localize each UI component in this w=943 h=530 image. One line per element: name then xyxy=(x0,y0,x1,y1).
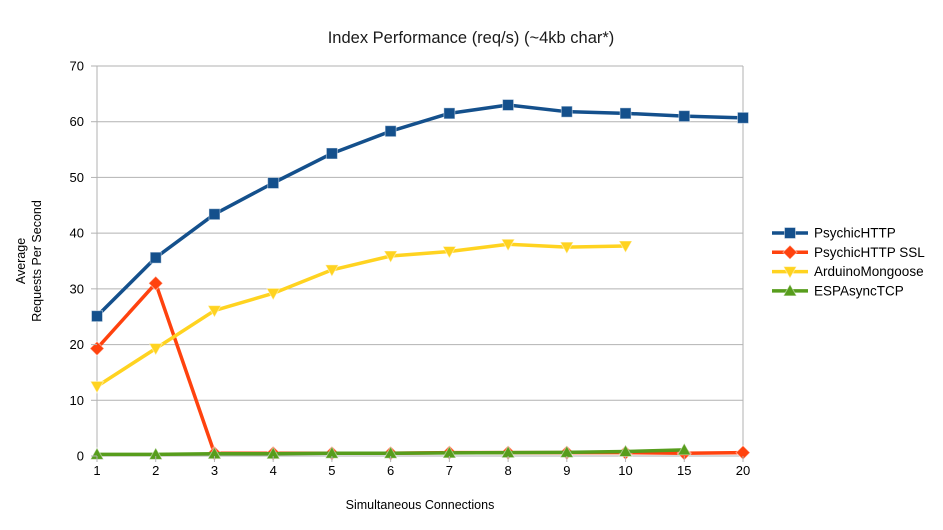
marker-arduinomongoose-x5 xyxy=(324,264,340,278)
legend-item-arduinomongoose: ArduinoMongoose xyxy=(772,264,924,280)
legend-label-arduinomongoose: ArduinoMongoose xyxy=(814,264,924,279)
x-tick-label-10: 10 xyxy=(618,463,632,478)
legend-label-espasynctcp: ESPAsyncTCP xyxy=(814,283,904,298)
legend-marker-psychichttp-ssl xyxy=(782,244,798,261)
x-tick-label-9: 9 xyxy=(563,463,570,478)
marker-psychichttp-x1 xyxy=(91,310,103,323)
series-line-psychichttp-ssl xyxy=(95,281,744,455)
marker-psychichttp-x3 xyxy=(208,208,221,221)
marker-arduinomongoose-x7 xyxy=(442,246,457,260)
marker-arduinomongoose-x4 xyxy=(265,287,281,301)
marker-arduinomongoose-x10 xyxy=(618,240,633,254)
x-axis-label: Simultaneous Connections xyxy=(346,498,495,512)
y-tick-label-70: 70 xyxy=(70,59,84,74)
marker-arduinomongoose-x9 xyxy=(559,241,575,255)
marker-psychichttp-x15 xyxy=(678,110,691,123)
x-tick-label-6: 6 xyxy=(387,463,394,478)
x-tick-label-1: 1 xyxy=(93,463,100,478)
x-tick-label-20: 20 xyxy=(736,463,750,478)
x-tick-label-7: 7 xyxy=(446,463,453,478)
marker-psychichttp-x9 xyxy=(560,105,573,118)
legend-item-psychichttp: PsychicHTTP xyxy=(772,226,896,241)
y-tick-label-60: 60 xyxy=(70,114,84,129)
marker-arduinomongoose-x8 xyxy=(500,238,516,252)
legend-item-psychichttp-ssl: PsychicHTTP SSL xyxy=(772,244,925,261)
marker-arduinomongoose-x2 xyxy=(148,342,164,356)
legend-label-psychichttp: PsychicHTTP xyxy=(814,226,896,241)
legend: PsychicHTTP PsychicHTTP SSL ArduinoMongoos… xyxy=(772,226,925,298)
y-tick-label-10: 10 xyxy=(70,393,84,408)
marker-psychichttp-ssl-x2 xyxy=(148,275,164,291)
y-tick-label-30: 30 xyxy=(70,281,84,296)
y-tick-label-0: 0 xyxy=(77,449,84,464)
x-tick-label-2: 2 xyxy=(152,463,159,478)
grid-layer xyxy=(96,65,744,462)
x-tick-label-3: 3 xyxy=(211,463,218,478)
legend-item-espasynctcp: ESPAsyncTCP xyxy=(772,283,904,298)
y-tick-label-50: 50 xyxy=(70,170,84,185)
y-tick-label-20: 20 xyxy=(70,337,84,352)
marker-psychichttp-x10 xyxy=(619,107,632,120)
legend-marker-espasynctcp xyxy=(782,283,798,297)
marker-arduinomongoose-x6 xyxy=(383,250,398,264)
legend-label-psychichttp-ssl: PsychicHTTP SSL xyxy=(814,245,925,260)
series-line-arduinomongoose xyxy=(96,242,626,388)
y-axis-label-line2: Requests Per Second xyxy=(30,200,44,322)
legend-marker-arduinomongoose xyxy=(782,266,798,280)
x-tick-label-4: 4 xyxy=(270,463,277,478)
marker-psychichttp-x8 xyxy=(502,99,515,111)
marker-arduinomongoose-x1 xyxy=(89,380,105,394)
marker-psychichttp-x4 xyxy=(267,177,280,189)
chart-title: Index Performance (req/s) (~4kb char*) xyxy=(328,29,615,47)
marker-espasynctcp-x15 xyxy=(676,442,692,456)
series-layer xyxy=(89,99,751,461)
y-axis-label-line1: Average xyxy=(14,238,28,284)
y-tick-label-40: 40 xyxy=(70,226,84,241)
series-psychichttp xyxy=(91,99,749,323)
marker-psychichttp-x20 xyxy=(737,111,749,124)
marker-psychichttp-x5 xyxy=(325,147,338,160)
marker-psychichttp-x2 xyxy=(149,251,162,264)
series-line-psychichttp xyxy=(95,103,744,318)
x-tick-label-15: 15 xyxy=(677,463,691,478)
tick-layer: 0 10 20 30 40 50 60 70 1 2 3 4 5 6 7 8 9 10 15 20 xyxy=(70,59,751,479)
x-tick-label-8: 8 xyxy=(504,463,511,478)
legend-marker-psychichttp xyxy=(784,227,796,239)
marker-arduinomongoose-x3 xyxy=(207,305,222,319)
x-tick-label-5: 5 xyxy=(328,463,335,478)
series-arduinomongoose xyxy=(89,238,633,394)
marker-psychichttp-x7 xyxy=(443,107,456,120)
series-psychichttp-ssl xyxy=(89,275,751,461)
marker-psychichttp-x6 xyxy=(384,125,397,138)
